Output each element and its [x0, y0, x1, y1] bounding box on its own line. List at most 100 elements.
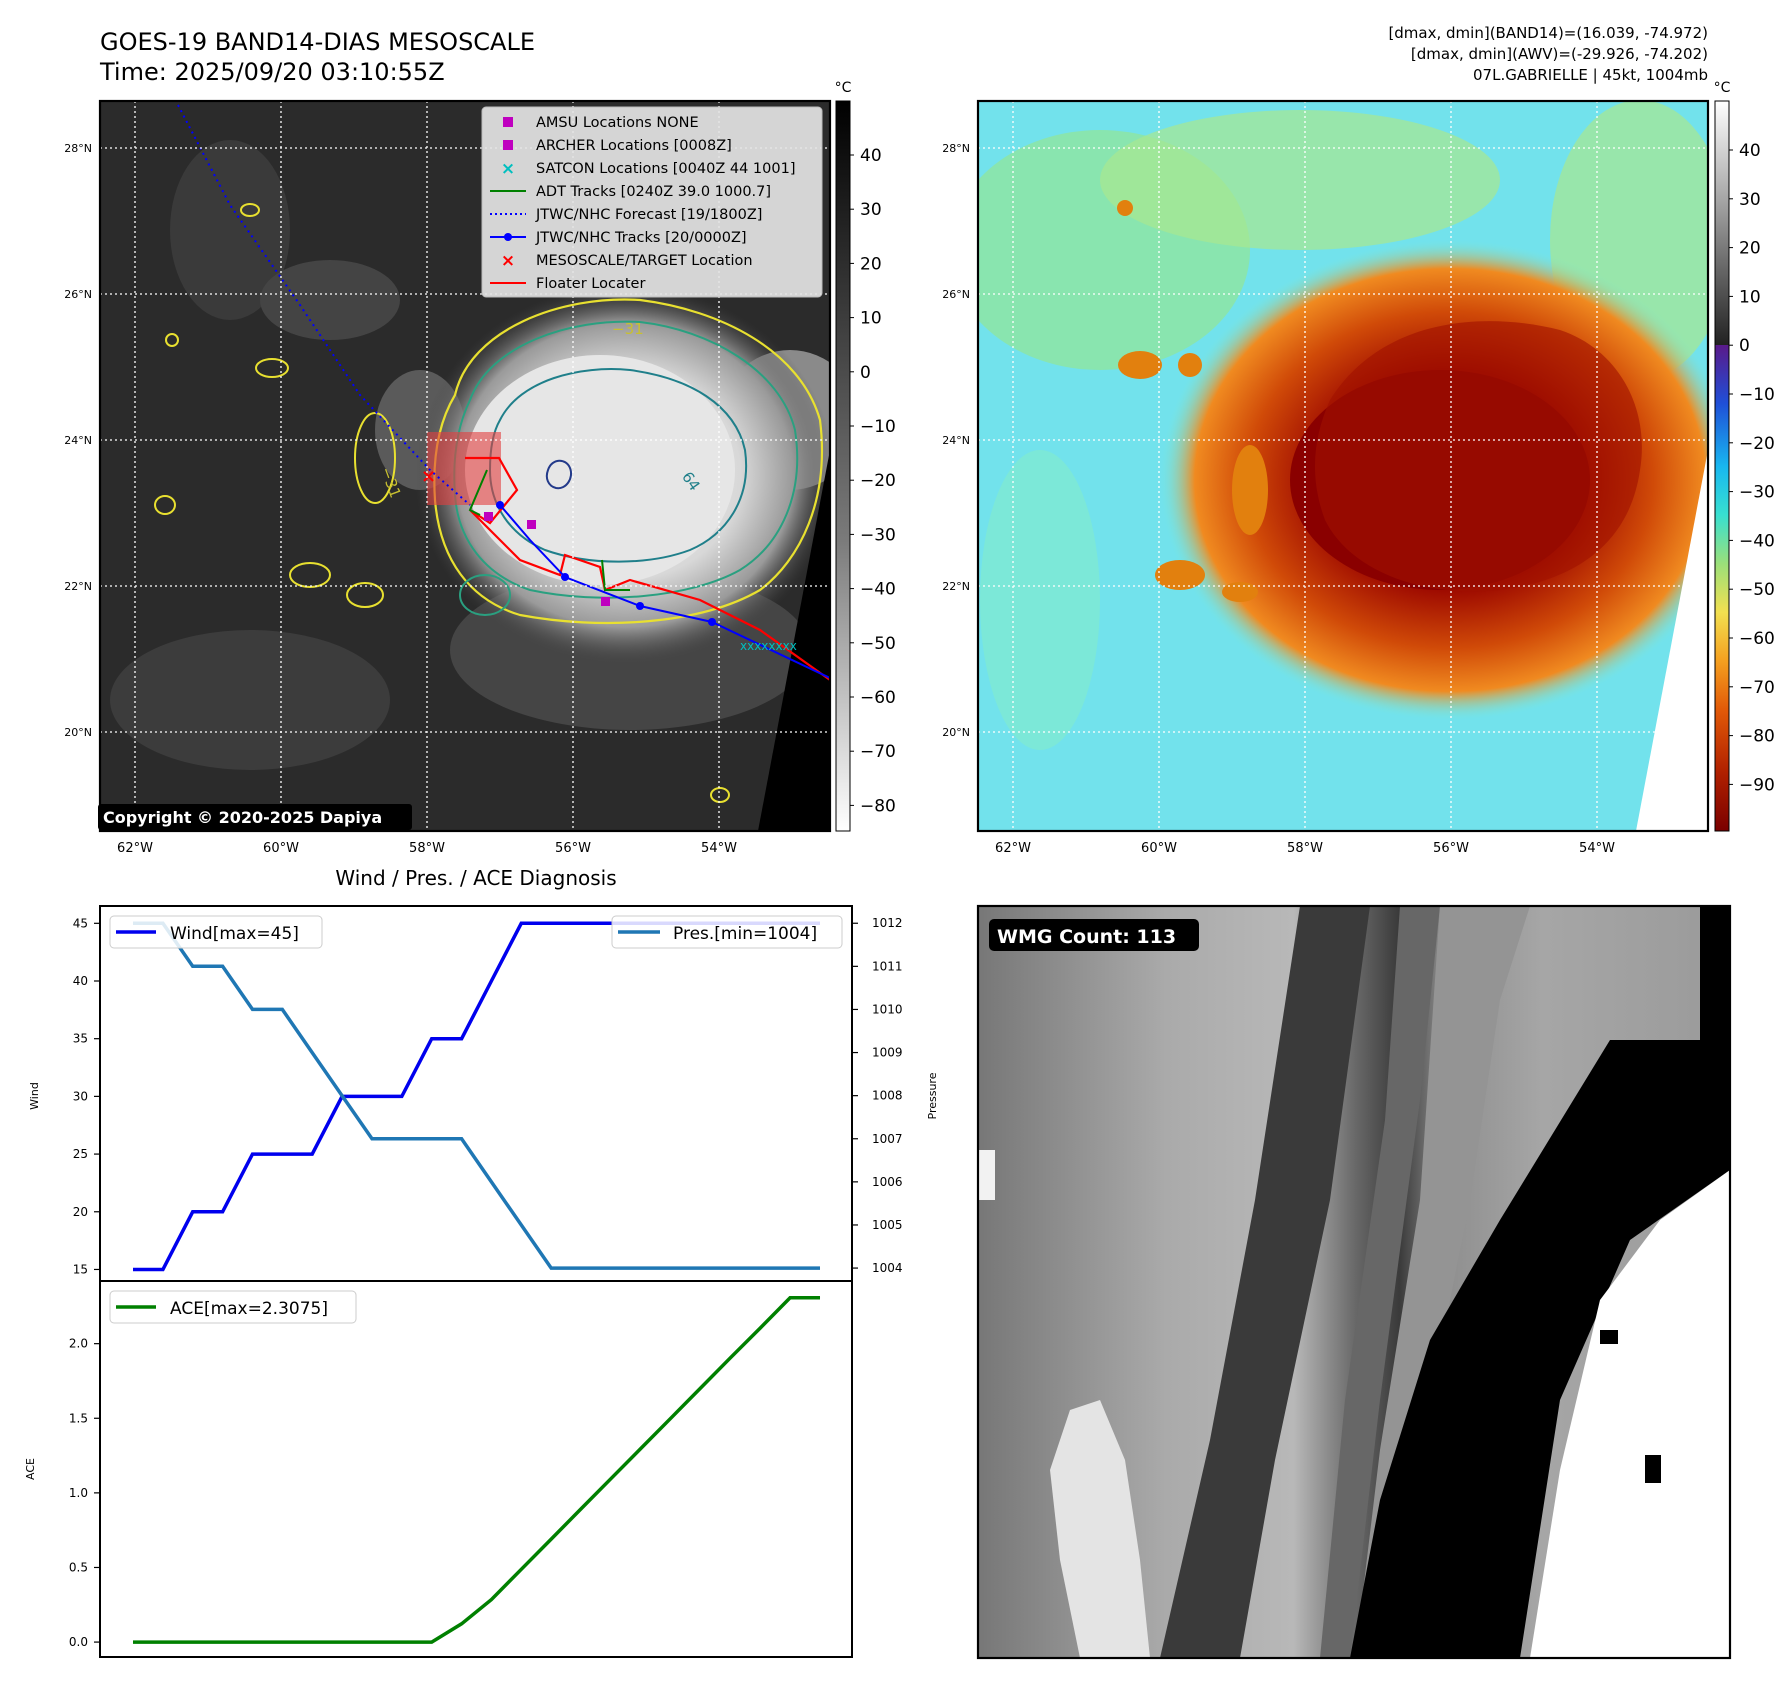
ace-series-line	[133, 1296, 820, 1644]
awv-lon-labels: 62°W 60°W 58°W 56°W 54°W	[995, 841, 1615, 856]
ytick-label: 1010	[872, 1002, 903, 1016]
copyright-text: Copyright © 2020-2025 Dapiya	[103, 808, 382, 827]
wind-ylabel: Wind	[28, 1082, 41, 1110]
lon-label: 60°W	[263, 841, 299, 856]
legend-entry: × SATCON Locations [0040Z 44 1001]	[501, 159, 796, 179]
colorbar-tick-label: 10	[860, 309, 882, 329]
legend-label: SATCON Locations [0040Z 44 1001]	[536, 161, 795, 177]
ir-colorbar	[835, 100, 851, 832]
ir-map-panel: xxxxxxxx × −31 −31 64	[64, 80, 896, 856]
pressure-series-line	[133, 921, 820, 1270]
contour-label: −31	[612, 320, 644, 338]
lat-label: 24°N	[64, 434, 92, 447]
colorbar-tick-label: 20	[860, 254, 882, 274]
ace-axes	[99, 1280, 853, 1658]
wmg-panel: WMG Count: 113	[976, 904, 1732, 1660]
colorbar-tick-label: 0	[1739, 336, 1750, 356]
ytick-label: 15	[73, 1262, 88, 1276]
lat-label: 20°N	[64, 726, 92, 739]
awv-map-image	[978, 101, 1708, 831]
colorbar-tick-label: −10	[860, 417, 896, 437]
wmg-count-label: WMG Count: 113	[997, 926, 1176, 948]
ace-yticks: 0.0 0.5 1.0 1.5 2.0	[69, 1337, 100, 1649]
wind-yticks: 15 20 25 30 35 40 45	[73, 916, 100, 1276]
awv-colorbar-bottom	[1715, 345, 1729, 831]
svg-text:xxxxxxxx: xxxxxxxx	[740, 639, 797, 653]
ytick-label: 1004	[872, 1261, 903, 1275]
ytick-label: 35	[73, 1032, 88, 1046]
ir-colorbar-ticks: 40 30 20 10 0 −10 −20 −30 −40 −50 −60 −70 −80	[850, 146, 896, 816]
ytick-label: 1009	[872, 1046, 903, 1060]
legend-label: JTWC/NHC Forecast [19/1800Z]	[535, 207, 762, 223]
wmg-image	[978, 906, 1730, 1658]
info-line-1: [dmax, dmin](BAND14)=(16.039, -74.972)	[1388, 24, 1708, 42]
target-marker: ×	[421, 466, 436, 487]
legend-marker-x: ×	[501, 159, 515, 179]
colorbar-tick-label: −30	[1739, 483, 1775, 503]
ytick-label: 1012	[872, 916, 903, 930]
legend-entry: ADT Tracks [0240Z 39.0 1000.7]	[490, 184, 771, 200]
lon-label: 62°W	[995, 841, 1031, 856]
colorbar-tick-label: 20	[1739, 239, 1761, 259]
contour-outer	[433, 298, 824, 625]
title-line-2: Time: 2025/09/20 03:10:55Z	[99, 58, 445, 86]
lat-label: 26°N	[942, 288, 970, 301]
colorbar-tick-label: −30	[860, 525, 896, 545]
contour-middle	[453, 320, 799, 599]
ytick-label: 0.5	[69, 1560, 88, 1574]
colorbar-tick-label: 40	[1739, 141, 1761, 161]
colorbar-tick-label: 40	[860, 146, 882, 166]
lon-label: 56°W	[1433, 841, 1469, 856]
colorbar-tick-label: −90	[1739, 775, 1775, 795]
wind-legend: Wind[max=45]	[109, 915, 323, 949]
diagnosis-panel: Wind / Pres. / ACE Diagnosis Wind Pressu…	[24, 866, 939, 1658]
wind-legend-label: Wind[max=45]	[170, 924, 299, 944]
title-line-1: GOES-19 BAND14-DIAS MESOSCALE	[100, 28, 535, 56]
lon-label: 58°W	[1287, 841, 1323, 856]
copyright-box	[98, 804, 412, 830]
legend-entry: × MESOSCALE/TARGET Location	[501, 251, 753, 271]
pressure-legend-label: Pres.[min=1004]	[673, 924, 817, 944]
colorbar-tick-label: −20	[860, 471, 896, 491]
colorbar-tick-label: −80	[860, 796, 896, 816]
awv-colorbar-top	[1715, 101, 1729, 345]
legend-entry: Floater Locater	[490, 276, 645, 292]
floater-locater-line	[465, 456, 830, 681]
legend-label: ARCHER Locations [0008Z]	[536, 138, 732, 154]
ace-legend-label: ACE[max=2.3075]	[170, 1299, 328, 1319]
ytick-label: 1008	[872, 1089, 903, 1103]
colorbar-tick-label: −70	[860, 742, 896, 762]
legend-marker-square	[503, 140, 513, 150]
legend-label: ADT Tracks [0240Z 39.0 1000.7]	[536, 184, 771, 200]
wmg-white-region	[1530, 1170, 1730, 1658]
pressure-yticks: 1004 1005 1006 1007 1008 1009 1010 1011 1012	[852, 916, 903, 1275]
ytick-label: 1.0	[69, 1486, 88, 1500]
awv-gridlines	[978, 101, 1708, 831]
lon-label: 54°W	[1579, 841, 1615, 856]
awv-no-data-wedge	[1636, 450, 1708, 831]
colorbar-tick-label: −50	[860, 634, 896, 654]
lat-label: 24°N	[942, 434, 970, 447]
legend-label: Floater Locater	[536, 276, 645, 292]
colorbar-tick-label: −50	[1739, 580, 1775, 600]
lon-label: 56°W	[555, 841, 591, 856]
ytick-label: 1.5	[69, 1411, 88, 1425]
ytick-label: 1006	[872, 1175, 903, 1189]
ytick-label: 25	[73, 1147, 88, 1161]
ytick-label: 0.0	[69, 1635, 88, 1649]
awv-map-panel: 28°N 26°N 24°N 22°N 20°N 62°W 60°W 58°W 56°W 54°…	[942, 80, 1775, 856]
awv-colorbar-unit: °C	[1714, 80, 1731, 96]
ytick-label: 45	[73, 916, 88, 930]
legend-marker-dot	[504, 233, 512, 241]
wmg-black-band	[1350, 1040, 1730, 1658]
wmg-count-badge	[989, 919, 1199, 951]
info-line-3: 07L.GABRIELLE | 45kt, 1004mb	[1473, 66, 1708, 84]
ir-lon-labels: 62°W 60°W 58°W 56°W 54°W	[117, 841, 737, 856]
lat-label: 28°N	[942, 142, 970, 155]
lat-label: 22°N	[64, 580, 92, 593]
legend-entry: AMSU Locations NONE	[503, 115, 699, 131]
wind-pressure-axes	[99, 905, 853, 1282]
adt-track	[468, 469, 488, 516]
legend-entry: ARCHER Locations [0008Z]	[503, 138, 732, 154]
